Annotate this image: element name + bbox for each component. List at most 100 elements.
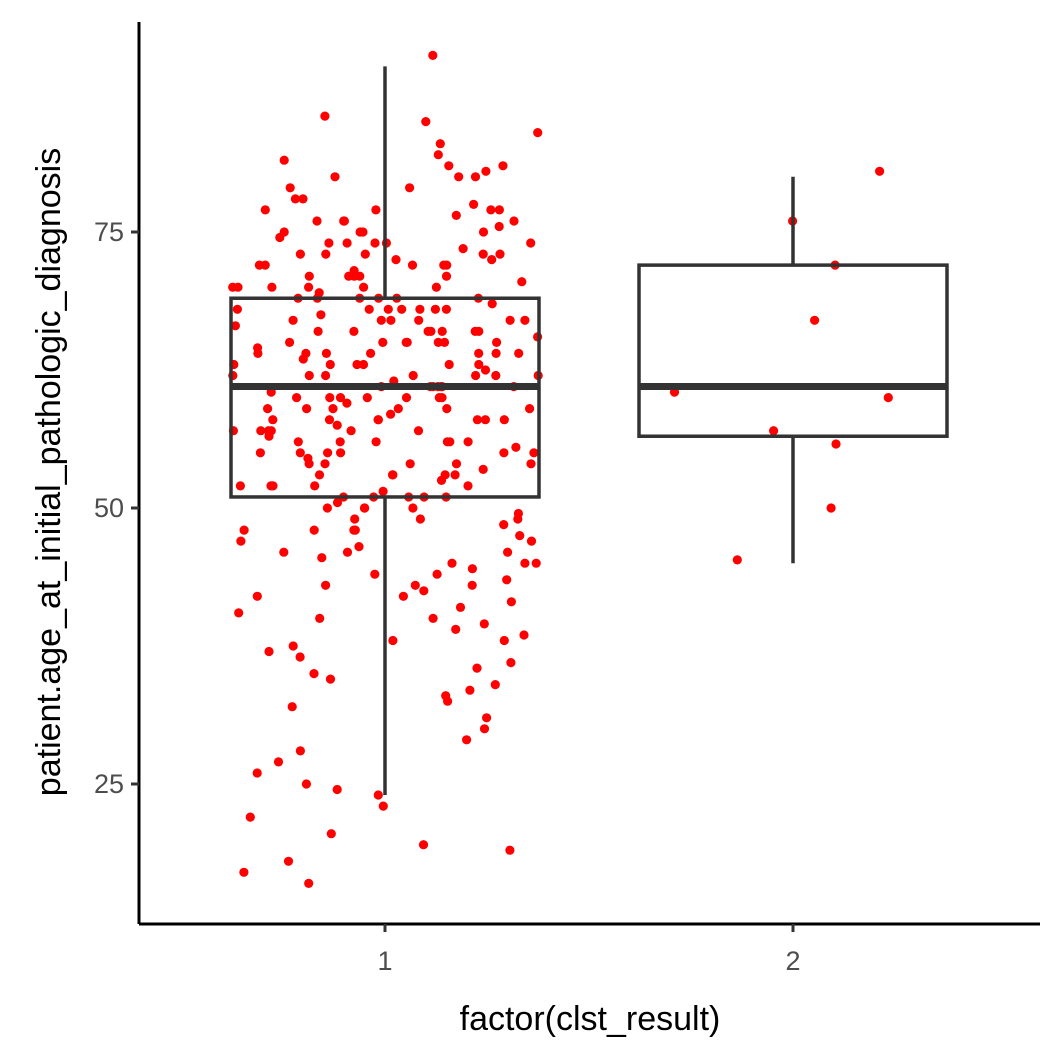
data-point xyxy=(474,348,484,358)
data-point xyxy=(520,558,530,568)
data-point xyxy=(479,619,489,629)
data-point xyxy=(295,652,305,662)
data-point xyxy=(478,464,488,474)
data-point xyxy=(482,713,492,723)
data-point xyxy=(313,326,323,336)
data-point xyxy=(302,404,312,414)
data-point xyxy=(875,166,885,176)
data-point xyxy=(235,481,245,491)
data-point xyxy=(397,304,407,314)
data-point xyxy=(451,459,462,469)
data-point xyxy=(332,497,343,508)
data-point xyxy=(435,139,445,149)
data-point xyxy=(326,829,336,839)
data-point xyxy=(312,216,322,226)
data-point xyxy=(487,299,497,309)
data-point xyxy=(352,359,362,370)
data-point xyxy=(236,536,246,546)
data-point xyxy=(378,486,388,496)
data-point xyxy=(471,370,481,381)
x-tick-label: 1 xyxy=(377,946,392,976)
data-point xyxy=(414,315,424,325)
data-point xyxy=(441,271,452,281)
data-point xyxy=(295,448,305,458)
box-1 xyxy=(229,66,541,796)
data-point xyxy=(378,801,388,811)
data-point xyxy=(444,161,454,171)
data-point xyxy=(370,238,380,248)
data-point xyxy=(486,205,496,215)
data-point xyxy=(349,525,359,535)
data-point xyxy=(320,459,330,469)
data-point xyxy=(502,575,512,585)
data-point xyxy=(304,459,314,469)
data-point xyxy=(436,475,447,485)
data-point xyxy=(371,205,381,215)
data-point xyxy=(364,304,374,314)
data-point xyxy=(301,779,311,789)
data-point xyxy=(408,503,418,513)
data-point xyxy=(295,746,305,756)
data-point xyxy=(358,227,368,237)
data-point xyxy=(391,255,401,265)
data-point xyxy=(533,128,543,138)
data-point xyxy=(321,348,331,358)
data-point xyxy=(290,194,300,204)
data-point xyxy=(366,348,376,358)
data-point xyxy=(415,514,425,524)
data-point xyxy=(314,470,325,480)
data-point xyxy=(426,326,436,336)
data-point xyxy=(526,536,537,546)
data-point xyxy=(480,365,491,375)
data-point xyxy=(358,359,369,370)
data-point xyxy=(239,525,249,535)
data-point xyxy=(359,282,369,292)
data-point xyxy=(298,194,308,204)
data-point xyxy=(478,249,488,259)
data-point xyxy=(398,591,408,601)
data-point xyxy=(321,249,331,259)
data-point xyxy=(430,304,440,314)
data-point xyxy=(405,459,415,469)
data-point xyxy=(498,161,508,171)
data-point xyxy=(263,404,273,414)
data-point xyxy=(443,696,453,706)
data-point xyxy=(355,271,365,281)
data-point xyxy=(328,404,338,414)
data-point xyxy=(494,221,504,232)
data-point xyxy=(499,415,509,425)
data-point xyxy=(349,326,359,336)
data-point xyxy=(383,304,393,314)
data-point xyxy=(373,790,383,800)
data-point xyxy=(401,393,412,403)
data-point xyxy=(264,431,274,441)
data-point xyxy=(321,370,331,381)
data-point xyxy=(370,569,380,579)
data-point xyxy=(467,580,477,590)
data-point xyxy=(481,166,491,176)
points-layer xyxy=(228,50,893,889)
data-point xyxy=(419,586,429,596)
data-point xyxy=(268,415,278,425)
data-point xyxy=(285,183,295,193)
data-point xyxy=(336,448,346,458)
data-point xyxy=(883,393,893,403)
data-point xyxy=(405,183,415,193)
data-point xyxy=(232,304,242,314)
data-point xyxy=(525,404,535,414)
data-point xyxy=(317,553,327,563)
data-point xyxy=(266,481,276,491)
data-point xyxy=(418,840,429,850)
data-point xyxy=(360,249,370,259)
data-point xyxy=(410,580,420,590)
data-point xyxy=(292,393,302,403)
data-point xyxy=(447,558,457,568)
y-tick-label: 75 xyxy=(94,217,124,247)
data-point xyxy=(499,635,509,646)
data-point xyxy=(439,337,450,347)
data-point xyxy=(388,635,398,646)
data-point xyxy=(474,359,484,370)
data-point xyxy=(350,514,360,524)
data-point xyxy=(316,310,326,320)
